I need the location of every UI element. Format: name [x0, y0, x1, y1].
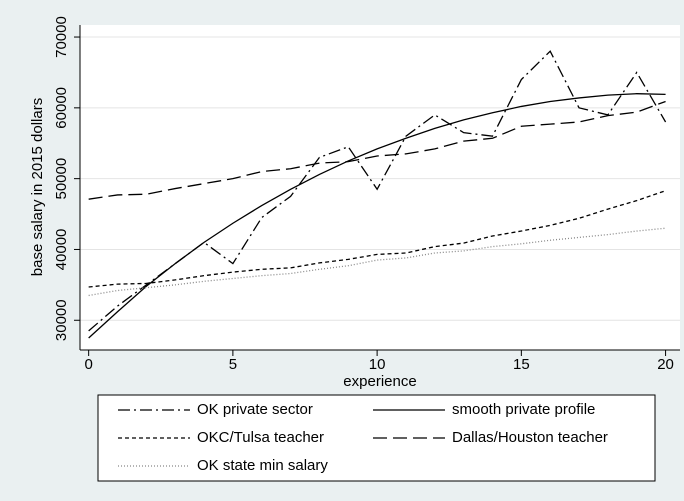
legend-label: OK private sector	[197, 401, 313, 418]
y-tick-label: 70000	[53, 16, 70, 58]
plot-area	[80, 25, 680, 350]
y-tick-label: 50000	[53, 158, 70, 200]
line-series	[88, 93, 666, 339]
y-tick-label: 40000	[53, 229, 70, 271]
x-tick-label: 0	[84, 356, 92, 373]
legend-label: OK state min salary	[197, 457, 328, 474]
y-axis-title: base salary in 2015 dollars	[29, 98, 46, 276]
x-tick-label: 15	[513, 356, 530, 373]
x-tick-label: 20	[657, 356, 674, 373]
line-series	[88, 227, 666, 297]
y-tick-label: 30000	[53, 299, 70, 341]
y-tick-label: 60000	[53, 87, 70, 129]
line-series	[88, 100, 666, 200]
x-tick-label: 5	[229, 356, 237, 373]
legend-label: Dallas/Houston teacher	[452, 429, 608, 446]
x-tick-label: 10	[369, 356, 386, 373]
legend-label: smooth private profile	[452, 401, 595, 418]
legend-label: OKC/Tulsa teacher	[197, 429, 324, 446]
line-series	[88, 190, 666, 288]
x-axis-title: experience	[343, 373, 416, 390]
